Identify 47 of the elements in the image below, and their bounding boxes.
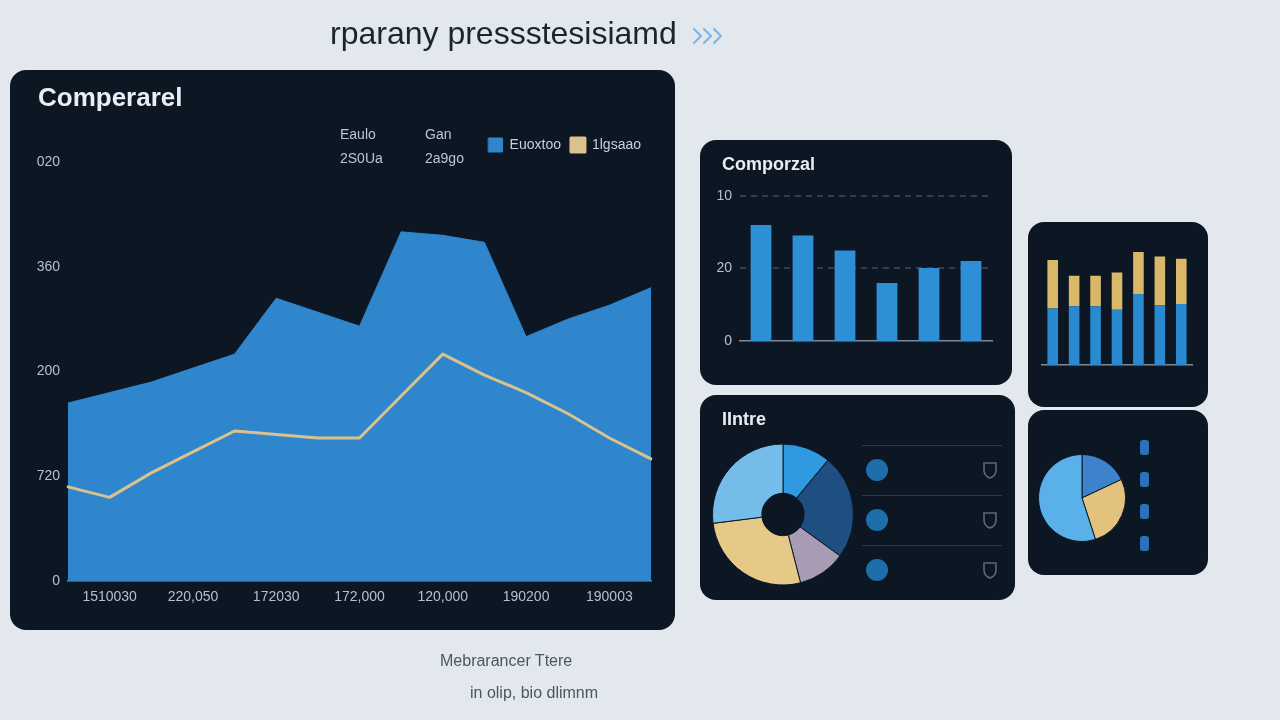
- text: Gan: [425, 126, 452, 142]
- bar: [876, 283, 898, 342]
- x-tick-label: 172030: [252, 588, 300, 605]
- bar: [1047, 308, 1059, 366]
- bar: [750, 225, 772, 342]
- chart-subtitle: Comperarel: [38, 82, 183, 113]
- text: 0: [724, 332, 733, 349]
- bar: [1047, 259, 1059, 309]
- bar: [960, 261, 982, 342]
- bar: [834, 250, 856, 342]
- bar: [1111, 309, 1123, 366]
- bar: [1068, 306, 1080, 366]
- chart-title: Comporzal: [722, 154, 816, 175]
- bar: [1133, 293, 1144, 366]
- x-tick-label: 1510030: [82, 588, 138, 605]
- text: Mebrarancer Ttere: [440, 652, 573, 670]
- text: 720: [36, 467, 61, 484]
- bar: [1175, 304, 1187, 366]
- bar: [1154, 305, 1166, 366]
- x-tick-label: 172,000: [334, 588, 386, 605]
- bar: [1068, 275, 1080, 307]
- text: 2S0Ua: [340, 150, 383, 166]
- x-tick-label: 190200: [502, 588, 550, 605]
- text: 2a9go: [425, 150, 464, 166]
- chart-title: rparany pressstesisiamd: [330, 15, 677, 51]
- bar: [1154, 256, 1166, 306]
- legend-label: 1lgsaao: [591, 135, 642, 152]
- bar: [918, 268, 940, 342]
- chart-title: IIntre: [722, 409, 767, 430]
- text: in olip, bio dlimnm: [470, 684, 599, 702]
- text: 020: [36, 152, 61, 169]
- text: 200: [36, 362, 61, 379]
- text: Eaulo: [340, 126, 376, 142]
- text: 10: [716, 186, 733, 203]
- x-tick-label: 220,050: [167, 588, 219, 605]
- x-tick-label: 120,000: [417, 588, 469, 605]
- bar: [792, 235, 814, 342]
- text: 0: [52, 572, 61, 589]
- bar: [1090, 306, 1101, 366]
- bar: [1175, 258, 1187, 305]
- text: 20: [716, 259, 733, 276]
- bar: [1090, 275, 1101, 307]
- bar: [1133, 252, 1144, 294]
- x-tick-label: 190003: [586, 588, 633, 605]
- legend-label: Euoxtoo: [509, 135, 562, 152]
- text: 360: [36, 257, 61, 274]
- bar: [1111, 272, 1123, 310]
